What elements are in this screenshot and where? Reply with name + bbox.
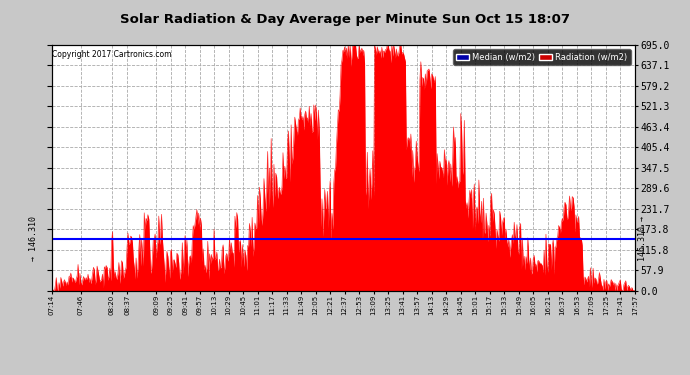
Text: Copyright 2017 Cartronics.com: Copyright 2017 Cartronics.com <box>52 50 172 59</box>
Text: 146.310 →: 146.310 → <box>638 216 647 261</box>
Legend: Median (w/m2), Radiation (w/m2): Median (w/m2), Radiation (w/m2) <box>453 49 631 65</box>
Text: → 146.310: → 146.310 <box>29 216 38 261</box>
Text: Solar Radiation & Day Average per Minute Sun Oct 15 18:07: Solar Radiation & Day Average per Minute… <box>120 13 570 26</box>
